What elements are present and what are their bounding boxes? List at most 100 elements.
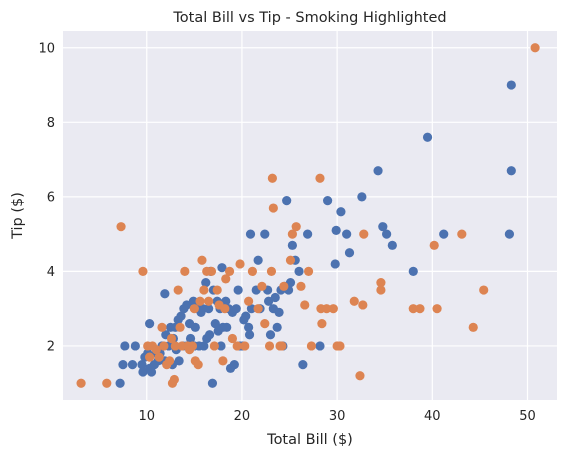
data-points <box>76 43 540 388</box>
scatter-point-series-2 <box>165 356 175 366</box>
scatter-point-series-2 <box>296 281 306 291</box>
scatter-point-series-2 <box>175 322 185 332</box>
scatter-point-series-2 <box>204 296 214 306</box>
scatter-point-series-2 <box>247 266 258 277</box>
scatter-point-series-1 <box>204 304 214 314</box>
scatter-point-series-1 <box>298 359 308 370</box>
scatter-point-series-2 <box>355 371 365 381</box>
x-tick-label: 50 <box>519 409 536 424</box>
scatter-point-series-1 <box>145 318 155 329</box>
scatter-point-series-1 <box>287 240 297 250</box>
scatter-point-series-2 <box>530 43 540 53</box>
scatter-point-series-2 <box>408 304 418 314</box>
scatter-point-series-1 <box>336 207 346 217</box>
scatter-point-series-1 <box>130 341 140 351</box>
scatter-point-series-1 <box>115 378 125 388</box>
scatter-point-series-1 <box>137 359 147 370</box>
scatter-point-series-1 <box>190 322 200 332</box>
scatter-point-series-1 <box>222 322 232 332</box>
scatter-point-series-2 <box>300 300 310 310</box>
scatter-point-series-1 <box>174 356 184 366</box>
scatter-point-series-1 <box>233 285 243 295</box>
scatter-point-series-1 <box>260 229 270 239</box>
scatter-point-series-1 <box>274 307 284 318</box>
y-tick-label: 2 <box>47 339 55 354</box>
scatter-point-series-1 <box>146 367 157 377</box>
scatter-point-series-1 <box>217 263 227 273</box>
scatter-point-series-2 <box>193 359 203 370</box>
scatter-point-series-2 <box>102 378 112 388</box>
scatter-point-series-2 <box>328 304 338 314</box>
scatter-point-series-1 <box>207 378 218 388</box>
scatter-point-series-2 <box>303 266 314 277</box>
scatter-point-series-2 <box>199 285 209 295</box>
scatter-point-series-1 <box>330 259 340 269</box>
scatter-point-series-1 <box>118 359 128 370</box>
scatter-point-series-2 <box>154 352 164 362</box>
y-axis-label: Tip ($) <box>10 192 26 240</box>
scatter-point-series-1 <box>127 359 138 370</box>
scatter-point-series-2 <box>227 333 238 344</box>
scatter-point-series-2 <box>376 285 386 295</box>
scatter-point-series-2 <box>169 374 179 385</box>
scatter-point-series-1 <box>229 359 239 370</box>
x-tick-labels: 10 20 30 40 50 <box>138 409 535 424</box>
scatter-point-series-1 <box>408 266 418 277</box>
scatter-point-series-1 <box>373 166 383 176</box>
scatter-point-series-1 <box>303 229 313 239</box>
scatter-point-series-2 <box>317 318 327 329</box>
scatter-point-series-1 <box>185 333 196 344</box>
scatter-point-series-2 <box>335 341 345 351</box>
scatter-point-series-1 <box>245 229 256 239</box>
scatter-point-series-2 <box>138 266 148 277</box>
scatter-point-series-2 <box>479 285 489 295</box>
scatter-point-series-1 <box>331 225 341 236</box>
scatter-point-series-2 <box>291 222 301 232</box>
scatter-point-series-2 <box>220 304 230 314</box>
scatter-point-series-1 <box>231 304 241 314</box>
scatter-point-series-1 <box>210 318 220 329</box>
scatter-point-series-2 <box>257 281 267 291</box>
scatter-point-series-2 <box>268 203 278 213</box>
scatter-point-series-1 <box>504 229 515 239</box>
scatter-point-series-1 <box>176 311 186 321</box>
scatter-point-series-2 <box>429 240 439 250</box>
scatter-point-series-1 <box>265 330 276 340</box>
y-tick-label: 10 <box>38 41 55 56</box>
scatter-point-series-1 <box>204 330 215 340</box>
scatter-point-series-1 <box>506 166 516 176</box>
scatter-point-series-1 <box>387 240 397 250</box>
scatter-point-series-2 <box>170 341 180 351</box>
scatter-point-series-1 <box>422 132 433 142</box>
scatter-point-series-1 <box>244 330 255 340</box>
scatter-point-series-2 <box>277 341 287 351</box>
y-tick-label: 4 <box>47 265 55 280</box>
scatter-point-series-2 <box>306 341 317 351</box>
scatter-point-series-2 <box>415 304 425 314</box>
scatter-point-series-1 <box>382 229 392 239</box>
y-tick-label: 6 <box>47 190 55 205</box>
scatter-point-series-2 <box>173 285 183 295</box>
plot-background <box>63 31 557 400</box>
scatter-point-series-2 <box>116 222 126 232</box>
scatter-point-series-1 <box>344 248 355 258</box>
scatter-point-series-2 <box>232 341 242 351</box>
scatter-point-series-1 <box>253 255 263 265</box>
scatter-point-series-2 <box>221 274 231 284</box>
scatter-point-series-2 <box>285 255 296 265</box>
x-tick-label: 10 <box>138 409 155 424</box>
scatter-point-series-2 <box>267 173 277 183</box>
scatter-point-series-1 <box>272 322 282 332</box>
scatter-point-series-2 <box>206 266 217 277</box>
scatter-point-series-2 <box>195 296 205 306</box>
scatter-point-series-2 <box>166 333 177 344</box>
scatter-point-series-2 <box>235 259 245 269</box>
x-axis-label: Total Bill ($) <box>266 432 353 448</box>
scatter-point-series-2 <box>279 281 289 291</box>
scatter-point-series-2 <box>432 304 442 314</box>
scatter-point-series-2 <box>76 378 86 388</box>
scatter-point-series-1 <box>216 341 226 351</box>
scatter-point-series-2 <box>180 266 190 277</box>
scatter-point-series-1 <box>120 341 130 351</box>
scatter-point-series-1 <box>201 277 211 288</box>
